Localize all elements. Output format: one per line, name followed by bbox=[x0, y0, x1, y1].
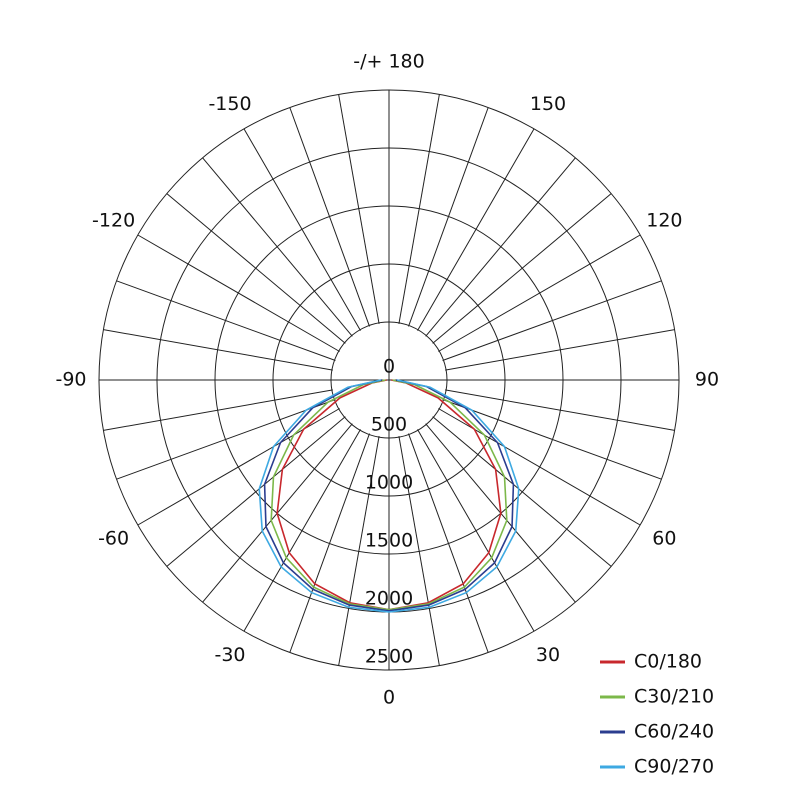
angle-tick-label: 120 bbox=[646, 210, 682, 232]
series-line bbox=[270, 379, 508, 611]
r-tick-label: 500 bbox=[371, 414, 407, 436]
grid-spoke bbox=[417, 429, 535, 632]
angle-tick-label: -60 bbox=[98, 528, 129, 550]
grid-spoke bbox=[438, 234, 641, 352]
r-tick-label: 1500 bbox=[365, 530, 413, 552]
series-line bbox=[263, 379, 515, 612]
grid-spoke bbox=[116, 399, 336, 480]
grid-spoke bbox=[425, 157, 576, 337]
angle-tick-label: 90 bbox=[695, 369, 719, 391]
grid-spoke bbox=[417, 128, 535, 331]
grid-spoke bbox=[408, 107, 489, 327]
grid-spoke bbox=[202, 157, 353, 337]
angle-tick-label: -120 bbox=[92, 210, 135, 232]
grid-spoke bbox=[445, 389, 675, 431]
r-tick-label: 1000 bbox=[365, 472, 413, 494]
angle-tick-label: 60 bbox=[652, 528, 676, 550]
angle-tick-label: 0 bbox=[383, 687, 395, 709]
grid-spoke bbox=[398, 94, 440, 324]
grid-spoke bbox=[445, 329, 675, 371]
grid-spoke bbox=[243, 429, 361, 632]
angle-tick-label: -90 bbox=[55, 369, 86, 391]
grid-spoke bbox=[398, 436, 440, 666]
angle-tick-label: -30 bbox=[214, 644, 245, 666]
grid-spoke bbox=[116, 280, 336, 361]
r-tick-label: 0 bbox=[383, 356, 395, 378]
angle-tick-label: -150 bbox=[208, 93, 251, 115]
angle-tick-label: 30 bbox=[536, 644, 560, 666]
grid-spoke bbox=[166, 416, 346, 567]
r-tick-label: 2500 bbox=[365, 646, 413, 668]
legend-label: C90/270 bbox=[634, 756, 714, 778]
legend-label: C30/210 bbox=[634, 686, 714, 708]
series-line bbox=[258, 379, 520, 613]
grid-spoke bbox=[408, 433, 489, 653]
angle-tick-label: -/+ 180 bbox=[353, 51, 424, 73]
grid-spoke bbox=[103, 329, 333, 371]
legend-label: C0/180 bbox=[634, 651, 702, 673]
grid-spoke bbox=[432, 416, 612, 567]
grid-spoke bbox=[243, 128, 361, 331]
grid-spoke bbox=[166, 193, 346, 344]
grid-spoke bbox=[442, 280, 662, 361]
grid-spoke bbox=[137, 234, 340, 352]
angle-tick-label: 150 bbox=[530, 93, 566, 115]
grid-spoke bbox=[442, 399, 662, 480]
grid-spoke bbox=[289, 107, 370, 327]
r-tick-label: 2000 bbox=[365, 588, 413, 610]
grid-spoke bbox=[338, 436, 380, 666]
grid-spoke bbox=[338, 94, 380, 324]
grid-spoke bbox=[289, 433, 370, 653]
grid-spoke bbox=[103, 389, 333, 431]
legend-label: C60/240 bbox=[634, 721, 714, 743]
grid-spoke bbox=[432, 193, 612, 344]
